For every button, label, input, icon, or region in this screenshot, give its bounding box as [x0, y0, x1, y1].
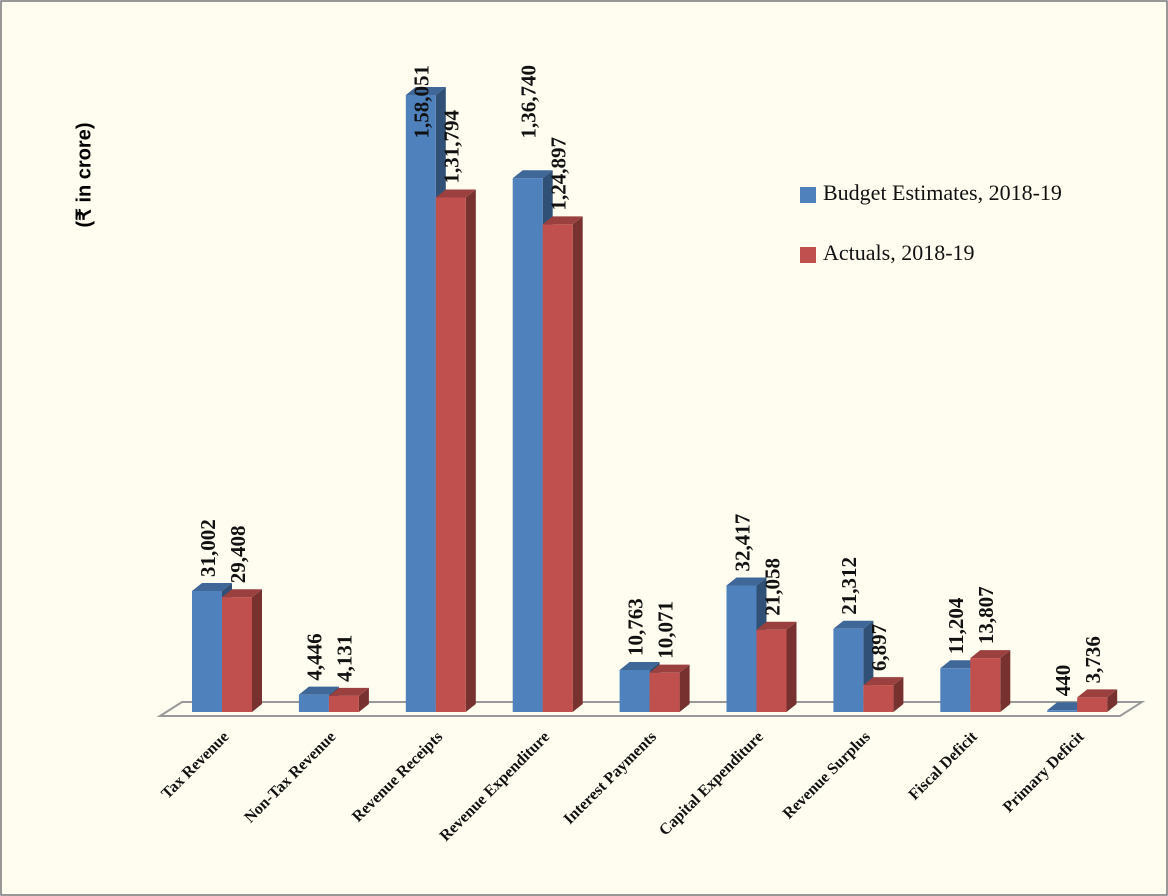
bar-top [512, 170, 553, 179]
bar-side [679, 664, 690, 712]
bar-top [833, 620, 874, 629]
value-label: 3,736 [1081, 636, 1105, 683]
bar [940, 668, 971, 712]
bar [192, 590, 222, 712]
bar-side [465, 189, 476, 712]
value-label: 1,58,051 [410, 65, 434, 139]
bar [1077, 697, 1108, 712]
bar-top [649, 664, 690, 673]
bar-top [619, 661, 660, 670]
legend-label: Budget Estimates, 2018-19 [823, 180, 1062, 205]
bar [542, 224, 573, 712]
legend-label: Actuals, 2018-19 [823, 240, 975, 265]
bar-side [252, 589, 262, 712]
bar [833, 628, 864, 712]
bar-top [970, 650, 1011, 659]
value-label: 6,897 [867, 624, 891, 671]
bar [726, 585, 757, 712]
value-label: 4,131 [333, 635, 357, 682]
floor [156, 701, 1146, 717]
bar-side [572, 216, 583, 712]
value-label: 10,763 [623, 598, 647, 656]
bar-side [1107, 689, 1118, 712]
value-label: 29,408 [226, 525, 250, 583]
value-label: 32,417 [730, 514, 754, 572]
bar-side [358, 687, 369, 712]
bar [649, 672, 680, 712]
bar [222, 597, 252, 712]
value-label: 440 [1051, 665, 1075, 697]
bar-top [726, 577, 767, 586]
bar [1047, 710, 1078, 712]
bar [756, 629, 787, 712]
bar [298, 694, 329, 712]
bar-top [435, 189, 476, 198]
legend-swatch [800, 187, 816, 203]
bar [619, 669, 650, 712]
value-label: 21,312 [837, 557, 861, 615]
bar [405, 95, 436, 712]
bar [512, 178, 543, 712]
bar-top [222, 589, 262, 598]
value-label: 13,807 [974, 586, 998, 644]
value-label: 31,002 [196, 519, 220, 577]
bar [970, 658, 1001, 712]
value-label: 21,058 [760, 558, 784, 616]
bar-top [405, 87, 446, 95]
bar-side [893, 677, 904, 712]
value-label: 1,31,794 [440, 110, 464, 184]
bar-top [328, 687, 369, 696]
value-label: 4,446 [303, 633, 327, 680]
y-axis-label: (₹ in crore) [73, 123, 95, 228]
value-label: 1,36,740 [517, 65, 541, 139]
legend-swatch [800, 247, 816, 263]
value-label: 11,204 [944, 597, 968, 654]
bar [863, 685, 894, 712]
bar-top [1077, 689, 1118, 698]
bar-top [863, 677, 904, 686]
bar-top [298, 686, 339, 695]
value-label: 10,071 [653, 601, 677, 659]
bar [328, 695, 359, 712]
bar-side [1000, 650, 1011, 712]
bar-top [192, 582, 232, 591]
bar-top [756, 621, 797, 630]
bar-side [786, 621, 797, 712]
value-label: 1,24,897 [547, 137, 571, 211]
bar-top [542, 216, 583, 225]
bar [435, 197, 466, 712]
